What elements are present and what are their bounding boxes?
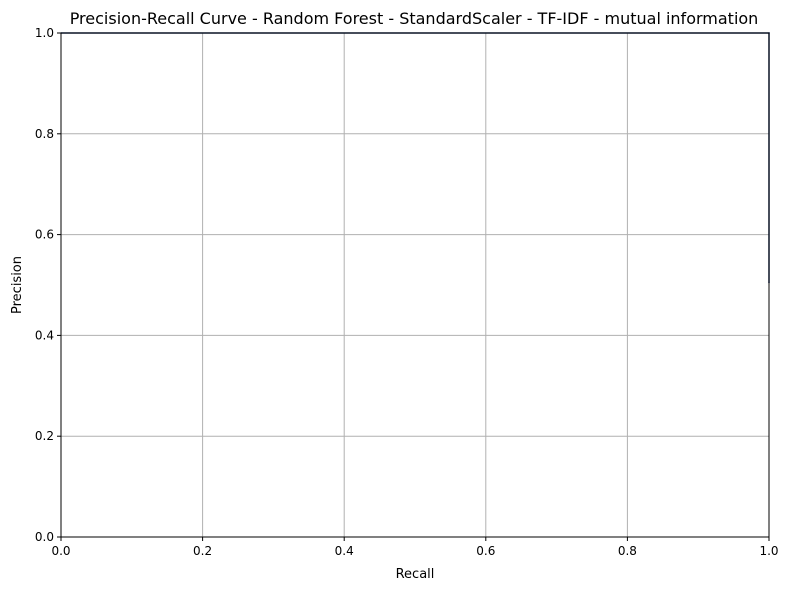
y-tick-label: 0.2	[35, 429, 54, 443]
series-layer	[60, 32, 770, 284]
y-tick-label: 0.4	[35, 328, 54, 342]
grid-layer	[60, 32, 770, 538]
x-axis-ticks: 0.0 0.2 0.4 0.6 0.8 1.0	[51, 537, 779, 558]
chart-title: Precision-Recall Curve - Random Forest -…	[70, 9, 759, 28]
x-tick-label: 0.8	[618, 544, 637, 558]
y-tick-label: 0.8	[35, 127, 54, 141]
plot-frame	[60, 32, 770, 538]
x-tick-label: 0.0	[51, 544, 70, 558]
y-axis-ticks: 0.0 0.2 0.4 0.6 0.8 1.0	[35, 26, 61, 544]
y-axis-label: Precision	[10, 256, 25, 314]
pr-curve-line	[61, 32, 770, 283]
x-tick-label: 0.6	[476, 544, 495, 558]
x-axis-label: Recall	[396, 567, 435, 582]
x-tick-label: 1.0	[759, 544, 778, 558]
y-tick-label: 1.0	[35, 26, 54, 40]
x-tick-label: 0.2	[193, 544, 212, 558]
x-tick-label: 0.4	[335, 544, 354, 558]
y-tick-label: 0.6	[35, 228, 54, 242]
y-tick-label: 0.0	[35, 530, 54, 544]
